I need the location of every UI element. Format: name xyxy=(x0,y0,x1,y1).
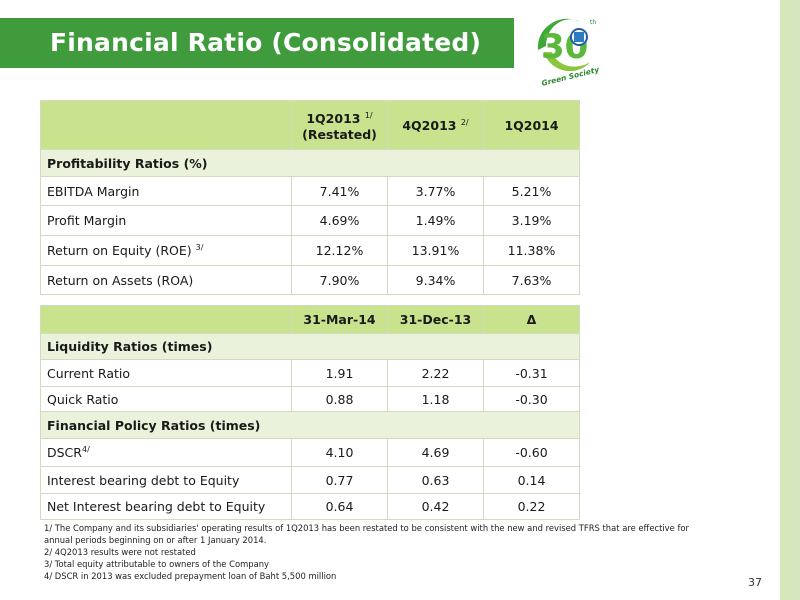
row-label: Profit Margin xyxy=(40,205,292,236)
cell-value: 0.14 xyxy=(483,466,580,494)
cell-value: 7.63% xyxy=(483,265,580,295)
cell-value: 4.69% xyxy=(291,205,388,236)
cell-value: 0.77 xyxy=(291,466,388,494)
cell-value: 0.42 xyxy=(387,493,484,520)
section-title-liquidity: Liquidity Ratios (times) xyxy=(40,333,580,360)
profitability-table: 1Q2013 1/ (Restated) 4Q2013 2/ 1Q2014 Pr… xyxy=(40,100,580,295)
footnote-ref: 2/ xyxy=(460,117,469,127)
table-header-row: 31-Mar-14 31-Dec-13 Δ xyxy=(40,305,580,334)
cell-value: 3.19% xyxy=(483,205,580,236)
table-row: Return on Assets (ROA) 7.90% 9.34% 7.63% xyxy=(40,265,580,295)
table-row: EBITDA Margin 7.41% 3.77% 5.21% xyxy=(40,176,580,206)
row-label: Return on Equity (ROE) 3/ xyxy=(40,235,292,266)
header-31-dec-13: 31-Dec-13 xyxy=(387,305,484,334)
header-delta: Δ xyxy=(483,305,580,334)
cell-value: 0.88 xyxy=(291,386,388,412)
footnote-1: 1/ The Company and its subsidiaries' ope… xyxy=(44,523,689,533)
row-label: Quick Ratio xyxy=(40,386,292,412)
section-row: Profitability Ratios (%) xyxy=(40,149,580,177)
title-bar: Financial Ratio (Consolidated) xyxy=(0,18,514,68)
cell-value: 4.10 xyxy=(291,438,388,467)
table-row: Current Ratio 1.91 2.22 -0.31 xyxy=(40,359,580,387)
anniversary-logo: 30 th Green Society xyxy=(528,8,608,88)
cell-value: -0.60 xyxy=(483,438,580,467)
table-header-row: 1Q2013 1/ (Restated) 4Q2013 2/ 1Q2014 xyxy=(40,100,580,150)
cell-value: 1.49% xyxy=(387,205,484,236)
liquidity-policy-table: 31-Mar-14 31-Dec-13 Δ Liquidity Ratios (… xyxy=(40,305,580,520)
cell-value: 3.77% xyxy=(387,176,484,206)
cell-value: 5.21% xyxy=(483,176,580,206)
row-label: DSCR4/ xyxy=(40,438,292,467)
row-label: Current Ratio xyxy=(40,359,292,387)
footnote-4: 4/ DSCR in 2013 was excluded prepayment … xyxy=(44,571,337,581)
section-row: Financial Policy Ratios (times) xyxy=(40,411,580,439)
cell-value: 1.91 xyxy=(291,359,388,387)
cell-value: 11.38% xyxy=(483,235,580,266)
side-decoration-strip xyxy=(780,0,800,600)
cell-value: 13.91% xyxy=(387,235,484,266)
footnote-2: 2/ 4Q2013 results were not restated xyxy=(44,547,196,557)
header-1q2013-label: 1Q2013 xyxy=(306,110,361,126)
header-1q2014: 1Q2014 xyxy=(483,100,580,150)
cell-value: -0.30 xyxy=(483,386,580,412)
section-row: Liquidity Ratios (times) xyxy=(40,333,580,360)
cell-value: 7.90% xyxy=(291,265,388,295)
cell-value: 4.69 xyxy=(387,438,484,467)
header-empty-cell xyxy=(40,305,292,334)
table-row: Return on Equity (ROE) 3/ 12.12% 13.91% … xyxy=(40,235,580,266)
footnotes: 1/ The Company and its subsidiaries' ope… xyxy=(44,522,744,582)
header-31-mar-14: 31-Mar-14 xyxy=(291,305,388,334)
cell-value: 7.41% xyxy=(291,176,388,206)
page-number: 37 xyxy=(748,576,762,589)
cell-value: 12.12% xyxy=(291,235,388,266)
table-row: Quick Ratio 0.88 1.18 -0.30 xyxy=(40,386,580,412)
row-label: Return on Assets (ROA) xyxy=(40,265,292,295)
cell-value: 1.18 xyxy=(387,386,484,412)
table-row: Interest bearing debt to Equity 0.77 0.6… xyxy=(40,466,580,494)
table-row: DSCR4/ 4.10 4.69 -0.60 xyxy=(40,438,580,467)
cell-value: 2.22 xyxy=(387,359,484,387)
header-4q2013-label: 4Q2013 xyxy=(402,117,457,133)
cell-value: 0.63 xyxy=(387,466,484,494)
header-1q2013-restated: (Restated) xyxy=(302,126,377,142)
row-label: Net Interest bearing debt to Equity xyxy=(40,493,292,520)
table-row: Net Interest bearing debt to Equity 0.64… xyxy=(40,493,580,520)
footnote-ref: 1/ xyxy=(364,110,373,120)
svg-text:th: th xyxy=(590,19,596,26)
footnote-3: 3/ Total equity attributable to owners o… xyxy=(44,559,269,569)
row-label: EBITDA Margin xyxy=(40,176,292,206)
section-title-policy: Financial Policy Ratios (times) xyxy=(40,411,580,439)
header-1q2013: 1Q2013 1/ (Restated) xyxy=(291,100,388,150)
cell-value: -0.31 xyxy=(483,359,580,387)
cell-value: 9.34% xyxy=(387,265,484,295)
anniversary-logo-icon: 30 th Green Society xyxy=(537,18,601,88)
footnote-ref: 4/ xyxy=(81,445,90,454)
header-empty-cell xyxy=(40,100,292,150)
header-4q2013: 4Q2013 2/ xyxy=(387,100,484,150)
row-label: Interest bearing debt to Equity xyxy=(40,466,292,494)
footnote-1-continued: annual periods beginning on or after 1 J… xyxy=(44,535,267,545)
cell-value: 0.64 xyxy=(291,493,388,520)
slide-title: Financial Ratio (Consolidated) xyxy=(50,28,482,57)
section-title-profitability: Profitability Ratios (%) xyxy=(40,149,580,177)
cell-value: 0.22 xyxy=(483,493,580,520)
table-row: Profit Margin 4.69% 1.49% 3.19% xyxy=(40,205,580,236)
footnote-ref: 3/ xyxy=(195,243,204,252)
